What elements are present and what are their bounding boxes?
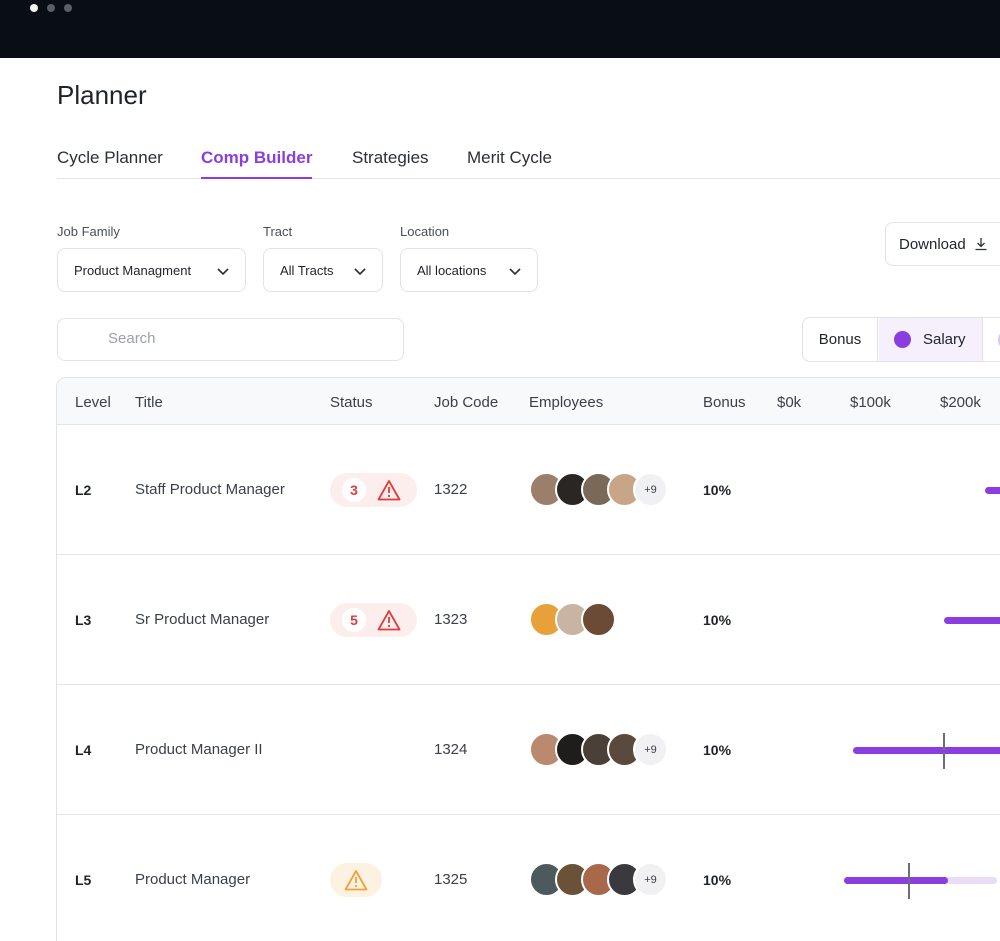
- row-job-code: 1325: [434, 871, 468, 888]
- issue-count: 5: [342, 608, 366, 632]
- window-dot[interactable]: [64, 4, 72, 12]
- salary-dot-icon: [894, 331, 911, 348]
- row-title[interactable]: Product Manager II: [135, 741, 263, 758]
- header-status[interactable]: Status: [330, 394, 373, 411]
- tract-value: All Tracts: [280, 262, 334, 278]
- chevron-down-icon: [217, 268, 229, 276]
- midpoint-marker: [908, 863, 910, 899]
- comp-table: Level Title Status Job Code Employees Bo…: [56, 377, 1000, 941]
- job-family-value: Product Managment: [74, 262, 192, 278]
- status-badge[interactable]: 5: [330, 603, 417, 637]
- more-employees-badge[interactable]: +9: [633, 472, 668, 507]
- toggle-salary-label: Salary: [923, 331, 966, 348]
- warning-triangle-icon: [377, 610, 401, 631]
- row-level: L4: [75, 742, 92, 758]
- tab-bar: Cycle Planner Comp Builder Strategies Me…: [57, 146, 1000, 179]
- table-row[interactable]: L2 Staff Product Manager 3 1322 +9 10%: [57, 425, 1000, 555]
- tract-dropdown[interactable]: All Tracts: [263, 248, 383, 292]
- window-titlebar: [0, 0, 1000, 58]
- table-row[interactable]: L3 Sr Product Manager 5 1323 10%: [57, 555, 1000, 685]
- salary-range-bar[interactable]: [853, 747, 1000, 754]
- chevron-down-icon: [354, 268, 366, 276]
- tab-cycle-planner[interactable]: Cycle Planner: [57, 148, 163, 167]
- window-dot[interactable]: [47, 4, 55, 12]
- row-bonus: 10%: [703, 612, 732, 628]
- job-family-dropdown[interactable]: Product Managment: [57, 248, 246, 292]
- salary-range-bar[interactable]: [944, 617, 1000, 624]
- download-button[interactable]: Download: [885, 222, 1000, 266]
- row-job-code: 1323: [434, 611, 468, 628]
- tab-merit-cycle[interactable]: Merit Cycle: [467, 148, 553, 167]
- table-header: Level Title Status Job Code Employees Bo…: [57, 378, 1000, 425]
- download-icon: [975, 238, 987, 251]
- row-title[interactable]: Product Manager: [135, 871, 251, 888]
- page-title: Planner: [57, 80, 147, 110]
- search-input[interactable]: [108, 330, 388, 347]
- more-employees-badge[interactable]: +9: [633, 732, 668, 767]
- tract-label: Tract: [263, 224, 293, 239]
- location-dropdown[interactable]: All locations: [400, 248, 538, 292]
- view-toggle: Bonus Salary: [802, 317, 1000, 362]
- issue-count: 3: [342, 478, 366, 502]
- header-level[interactable]: Level: [75, 394, 111, 411]
- status-badge[interactable]: 3: [330, 473, 417, 507]
- chevron-down-icon: [509, 268, 521, 276]
- toggle-salary[interactable]: Salary: [879, 318, 983, 361]
- row-bonus: 10%: [703, 482, 732, 498]
- row-title[interactable]: Staff Product Manager: [135, 481, 285, 498]
- tab-strategies[interactable]: Strategies: [352, 148, 429, 167]
- location-label: Location: [400, 224, 450, 239]
- header-scale-200k: $200k: [940, 394, 981, 411]
- row-bonus: 10%: [703, 742, 732, 758]
- location-value: All locations: [417, 262, 487, 278]
- warning-triangle-icon: [377, 480, 401, 501]
- job-family-label: Job Family: [57, 224, 120, 239]
- header-job-code[interactable]: Job Code: [434, 394, 499, 411]
- more-employees-badge[interactable]: +9: [633, 862, 668, 897]
- toggle-bonus-label: Bonus: [818, 331, 862, 348]
- status-badge[interactable]: [330, 863, 382, 897]
- window-dot-active[interactable]: [30, 4, 38, 12]
- salary-range-bar[interactable]: [985, 487, 1000, 494]
- row-level: L5: [75, 872, 92, 888]
- row-level: L2: [75, 482, 92, 498]
- row-job-code: 1322: [434, 481, 468, 498]
- midpoint-marker: [943, 733, 945, 769]
- salary-range-bar[interactable]: [844, 877, 948, 884]
- table-row[interactable]: L4 Product Manager II 1324 +9 10%: [57, 685, 1000, 815]
- row-bonus: 10%: [703, 872, 732, 888]
- header-title[interactable]: Title: [135, 394, 163, 411]
- avatar[interactable]: [581, 602, 616, 637]
- download-label: Download: [899, 235, 966, 253]
- row-level: L3: [75, 612, 92, 628]
- search-box[interactable]: [57, 318, 404, 361]
- warning-triangle-icon: [344, 870, 368, 891]
- toggle-bonus[interactable]: Bonus: [803, 318, 878, 361]
- header-scale-0k: $0k: [777, 394, 802, 411]
- row-job-code: 1324: [434, 741, 468, 758]
- row-title[interactable]: Sr Product Manager: [135, 611, 270, 628]
- header-scale-100k: $100k: [850, 394, 891, 411]
- header-employees[interactable]: Employees: [529, 394, 604, 411]
- tab-comp-builder[interactable]: Comp Builder: [201, 148, 313, 179]
- header-bonus[interactable]: Bonus: [703, 394, 746, 411]
- table-row[interactable]: L5 Product Manager 1325 +9 10%: [57, 815, 1000, 941]
